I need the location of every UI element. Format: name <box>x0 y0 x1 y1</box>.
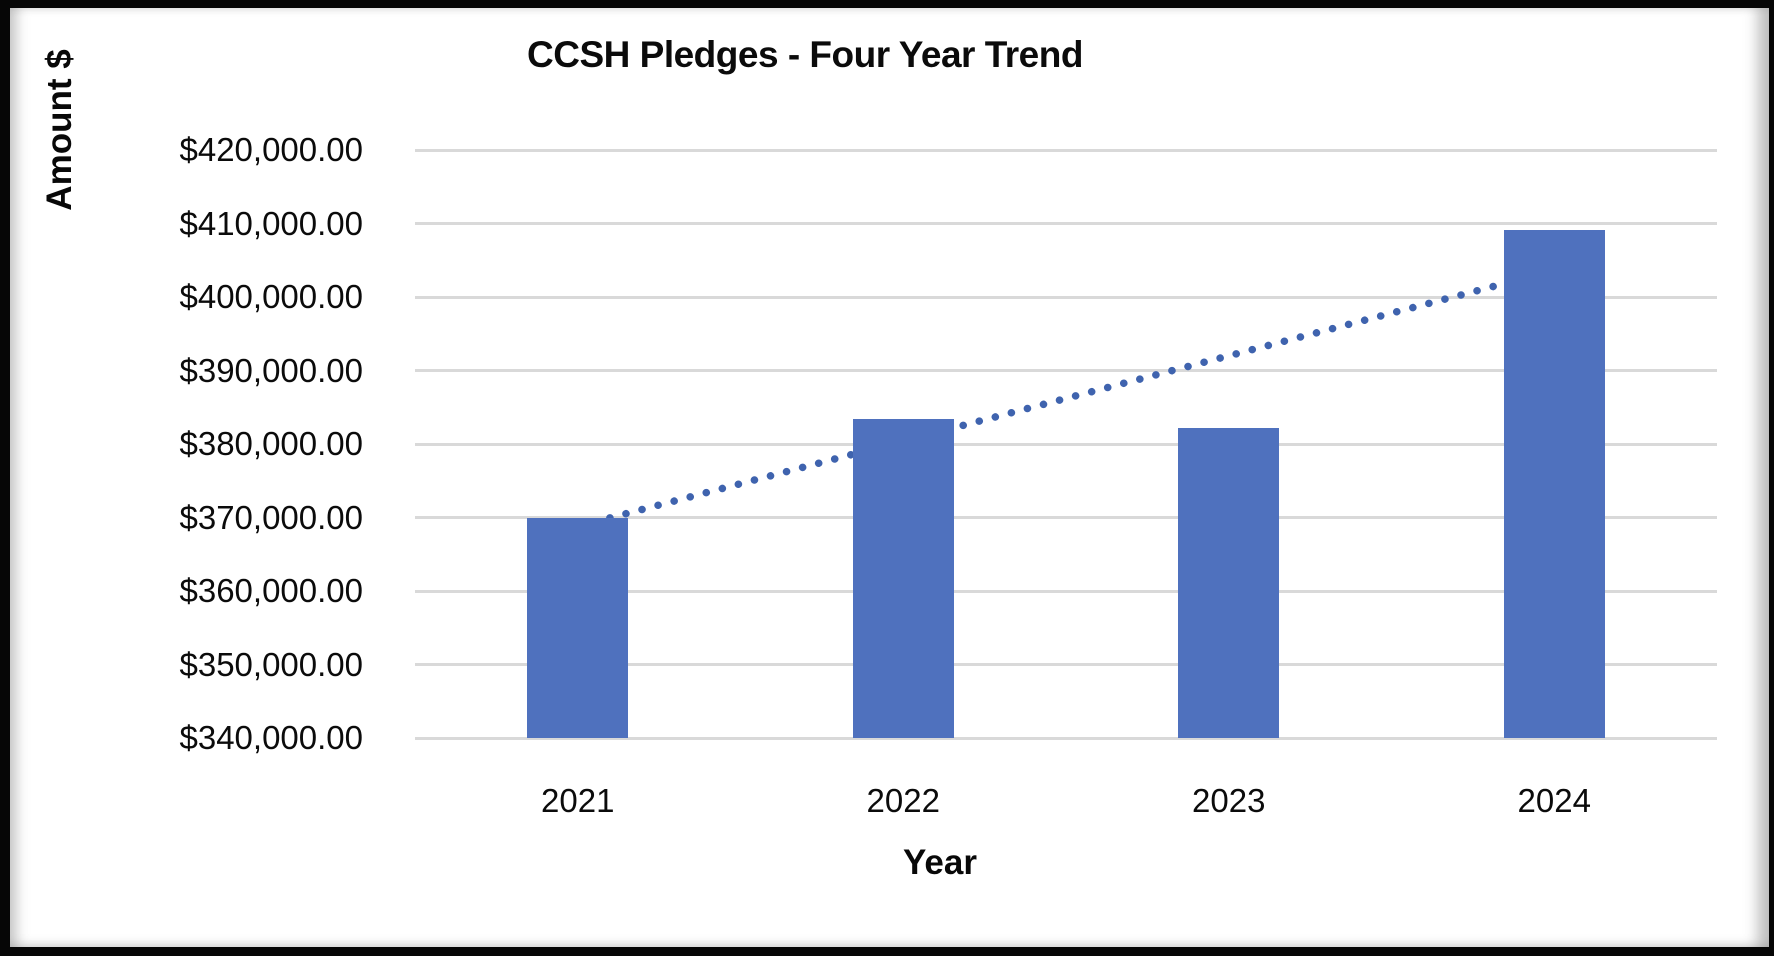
y-tick-label: $420,000.00 <box>179 131 363 168</box>
y-tick-label: $370,000.00 <box>179 498 363 536</box>
y-tick-label: $380,000.00 <box>179 425 363 462</box>
y-tick-label: $410,000.00 <box>179 204 363 242</box>
gridline <box>415 516 1717 519</box>
x-tick-label: 2024 <box>1517 782 1591 819</box>
gridline <box>415 589 1717 593</box>
y-tick-label: $400,000.00 <box>179 278 363 315</box>
plot-area <box>415 148 1717 740</box>
gridline <box>415 222 1717 225</box>
bar-2024 <box>1503 230 1605 738</box>
bar-2021 <box>527 517 629 738</box>
gridline <box>415 442 1717 446</box>
y-tick-label: $350,000.00 <box>179 645 363 683</box>
gridline <box>415 736 1717 740</box>
chart-title: CCSH Pledges - Four Year Trend <box>527 34 1083 75</box>
gridline <box>415 369 1717 372</box>
x-axis-title: Year <box>903 843 977 882</box>
bar-2023 <box>1178 427 1280 738</box>
x-tick-label: 2023 <box>1192 782 1266 819</box>
trendline <box>574 266 1558 531</box>
bar-2022 <box>852 419 954 738</box>
x-tick-label: 2021 <box>541 782 615 819</box>
y-tick-label: $360,000.00 <box>179 572 363 609</box>
y-tick-label: $340,000.00 <box>179 719 363 756</box>
trendline-path <box>574 266 1558 531</box>
y-tick-label: $390,000.00 <box>179 351 363 389</box>
gridline <box>415 663 1717 666</box>
gridline <box>415 148 1717 152</box>
gridline <box>415 295 1717 299</box>
x-tick-label: 2022 <box>866 782 940 819</box>
